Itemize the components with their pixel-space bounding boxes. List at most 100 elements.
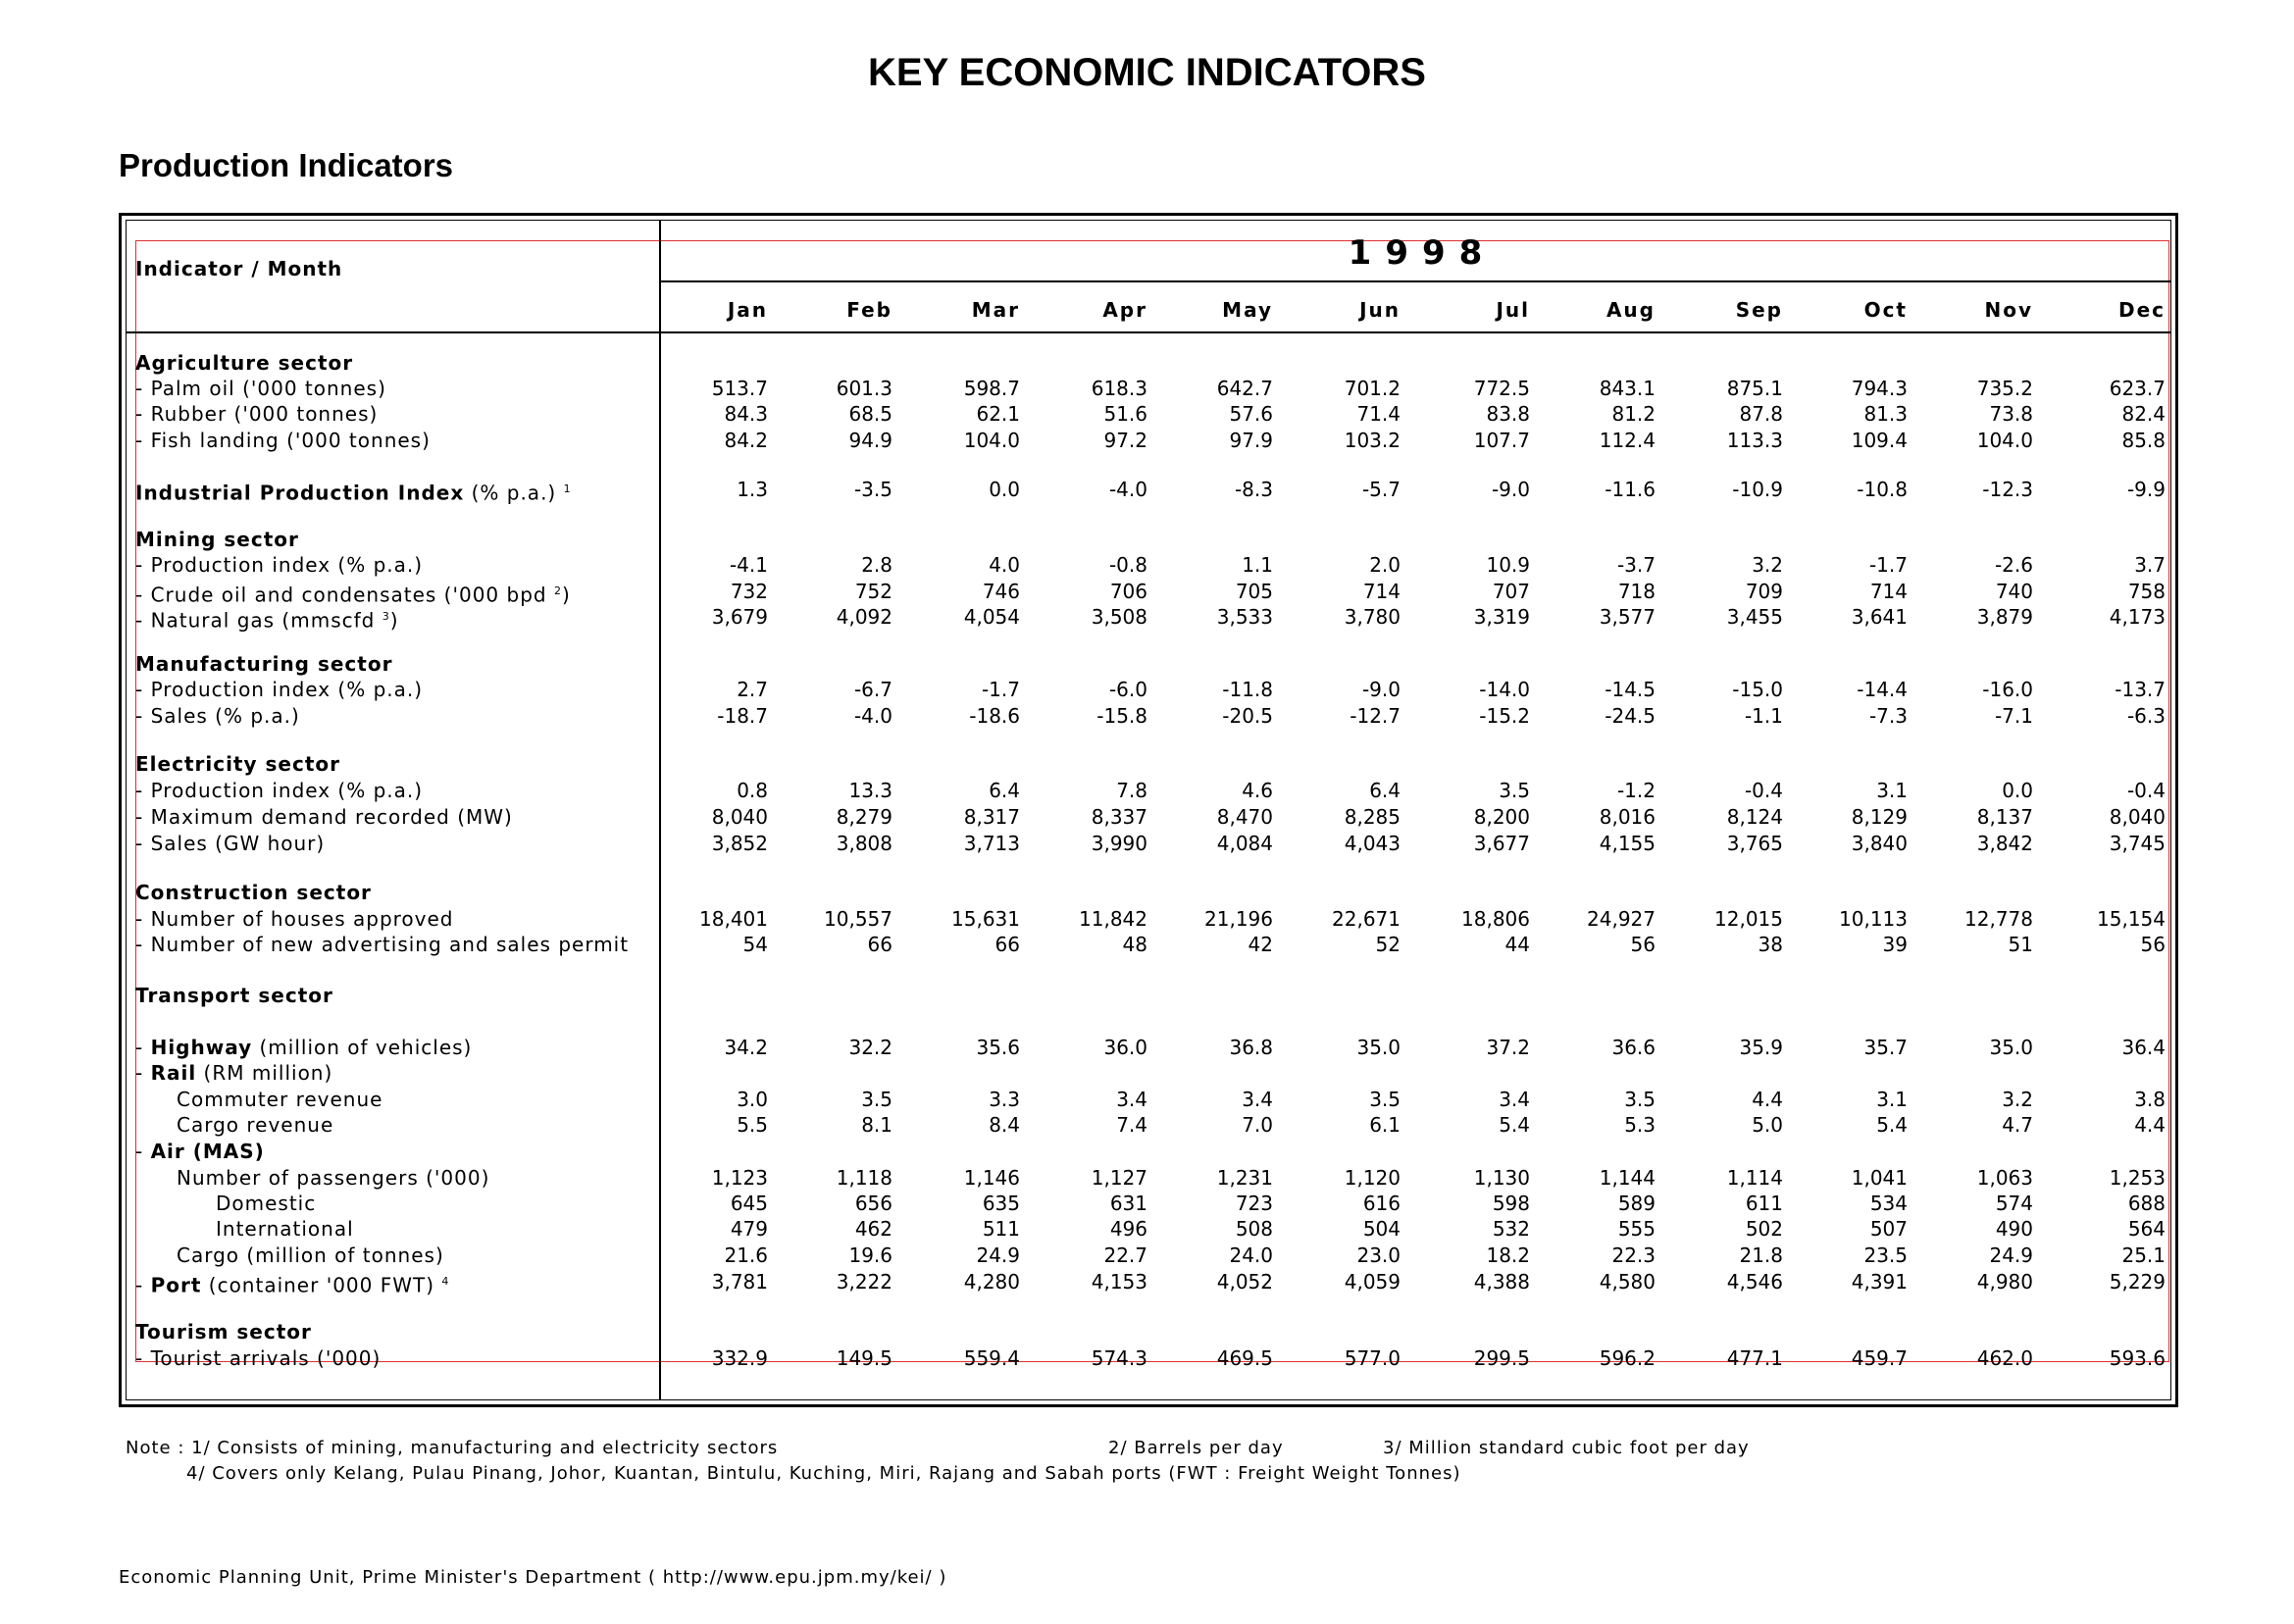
table-cell: 4.7 [2002, 1113, 2033, 1137]
table-cell: 4,580 [1599, 1270, 1656, 1294]
table-cell: 104.0 [963, 429, 1020, 452]
month-header: May [1222, 298, 1273, 322]
table-cell: -4.0 [1108, 478, 1147, 501]
table-cell: 701.2 [1344, 377, 1401, 400]
table-cell: 4,054 [963, 605, 1020, 629]
table-cell: 4.4 [2134, 1113, 2166, 1137]
table-cell: 1,127 [1091, 1166, 1147, 1190]
table-cell: -6.3 [2126, 704, 2166, 728]
row-label: - Sales (GW hour) [135, 832, 326, 855]
header-divider [126, 331, 2171, 333]
table-cell: 3,713 [963, 832, 1020, 855]
table-cell: 35.7 [1863, 1036, 1908, 1059]
table-cell: 459.7 [1851, 1346, 1908, 1370]
table-cell: 87.8 [1739, 402, 1783, 426]
table-cell: 3.2 [2002, 1088, 2033, 1111]
table-cell: -3.7 [1616, 553, 1656, 577]
table-cell: 84.2 [724, 429, 768, 452]
table-cell: 462.0 [1976, 1346, 2033, 1370]
table-cell: 2.8 [861, 553, 892, 577]
table-cell: -15.0 [1732, 678, 1783, 701]
section-label: Agriculture sector [135, 351, 354, 375]
table-cell: 3.5 [861, 1088, 892, 1111]
table-cell: 82.4 [2121, 402, 2166, 426]
table-cell: 71.4 [1356, 402, 1401, 426]
table-cell: 709 [1745, 580, 1783, 603]
table-cell: 56 [2140, 933, 2166, 956]
table-cell: 534 [1869, 1192, 1908, 1215]
row-label: - Natural gas (mmscfd 3) [135, 608, 399, 633]
table-cell: 112.4 [1599, 429, 1656, 452]
table-cell: 1.3 [737, 478, 768, 501]
table-cell: 25.1 [2121, 1243, 2166, 1267]
table-cell: 51 [2008, 933, 2033, 956]
table-cell: 36.0 [1103, 1036, 1147, 1059]
table-cell: 3,679 [711, 605, 768, 629]
table-cell: -18.7 [717, 704, 768, 728]
table-cell: 1,130 [1473, 1166, 1530, 1190]
table-cell: 5,229 [2109, 1270, 2166, 1294]
table-cell: 10,113 [1839, 907, 1908, 931]
table-cell: -7.3 [1868, 704, 1908, 728]
table-cell: 36.8 [1229, 1036, 1273, 1059]
table-cell: 8,016 [1599, 805, 1656, 829]
table-cell: -14.0 [1479, 678, 1530, 701]
month-header: Dec [2117, 298, 2166, 322]
table-cell: 3,852 [711, 832, 768, 855]
table-cell: -13.7 [2115, 678, 2166, 701]
table-cell: 8,040 [711, 805, 768, 829]
table-cell: 3.7 [2134, 553, 2166, 577]
section-label: Construction sector [135, 881, 372, 904]
table-cell: 4,155 [1599, 832, 1656, 855]
table-cell: 97.9 [1229, 429, 1273, 452]
table-cell: 19.6 [848, 1243, 892, 1267]
table-cell: 34.2 [724, 1036, 768, 1059]
table-cell: 23.5 [1863, 1243, 1908, 1267]
table-cell: -8.3 [1234, 478, 1273, 501]
table-cell: 35.6 [976, 1036, 1020, 1059]
table-cell: 1,146 [963, 1166, 1020, 1190]
table-cell: -1.7 [1868, 553, 1908, 577]
row-label: - Number of houses approved [135, 907, 454, 931]
table-cell: -0.4 [1744, 779, 1783, 802]
table-cell: 299.5 [1473, 1346, 1530, 1370]
table-cell: 3.4 [1242, 1088, 1273, 1111]
month-header: Jan [727, 298, 768, 322]
table-cell: 5.0 [1752, 1113, 1783, 1137]
month-header: Feb [846, 298, 892, 322]
table-cell: -9.0 [1361, 678, 1401, 701]
table-cell: 18,401 [699, 907, 768, 931]
table-cell: 4.6 [1242, 779, 1273, 802]
table-cell: 10,557 [824, 907, 892, 931]
table-cell: 1,144 [1599, 1166, 1656, 1190]
table-cell: -4.0 [853, 704, 892, 728]
row-label: - Highway (million of vehicles) [135, 1036, 473, 1059]
table-cell: 735.2 [1976, 377, 2033, 400]
table-frame [119, 213, 2178, 1407]
table-cell: 3.3 [989, 1088, 1020, 1111]
table-cell: 2.0 [1369, 553, 1401, 577]
table-cell: 1,041 [1851, 1166, 1908, 1190]
table-cell: 511 [982, 1217, 1020, 1241]
table-cell: 843.1 [1599, 377, 1656, 400]
table-cell: 84.3 [724, 402, 768, 426]
table-cell: 73.8 [1989, 402, 2033, 426]
table-cell: 6.4 [1369, 779, 1401, 802]
table-cell: 4,391 [1851, 1270, 1908, 1294]
table-cell: 746 [982, 580, 1020, 603]
table-cell: 714 [1362, 580, 1401, 603]
table-cell: 24.9 [976, 1243, 1020, 1267]
column-divider [659, 220, 661, 1400]
month-header: Jun [1359, 298, 1401, 322]
table-cell: 8,337 [1091, 805, 1147, 829]
table-cell: 3,677 [1473, 832, 1530, 855]
section-label: Tourism sector [135, 1320, 312, 1344]
table-cell: 589 [1617, 1192, 1656, 1215]
table-cell: 4.0 [989, 553, 1020, 577]
table-cell: 656 [854, 1192, 892, 1215]
table-cell: 3,222 [836, 1270, 892, 1294]
table-cell: 56 [1630, 933, 1656, 956]
table-cell: 4,059 [1344, 1270, 1401, 1294]
table-cell: 1,253 [2109, 1166, 2166, 1190]
section-label: Transport sector [135, 984, 333, 1007]
